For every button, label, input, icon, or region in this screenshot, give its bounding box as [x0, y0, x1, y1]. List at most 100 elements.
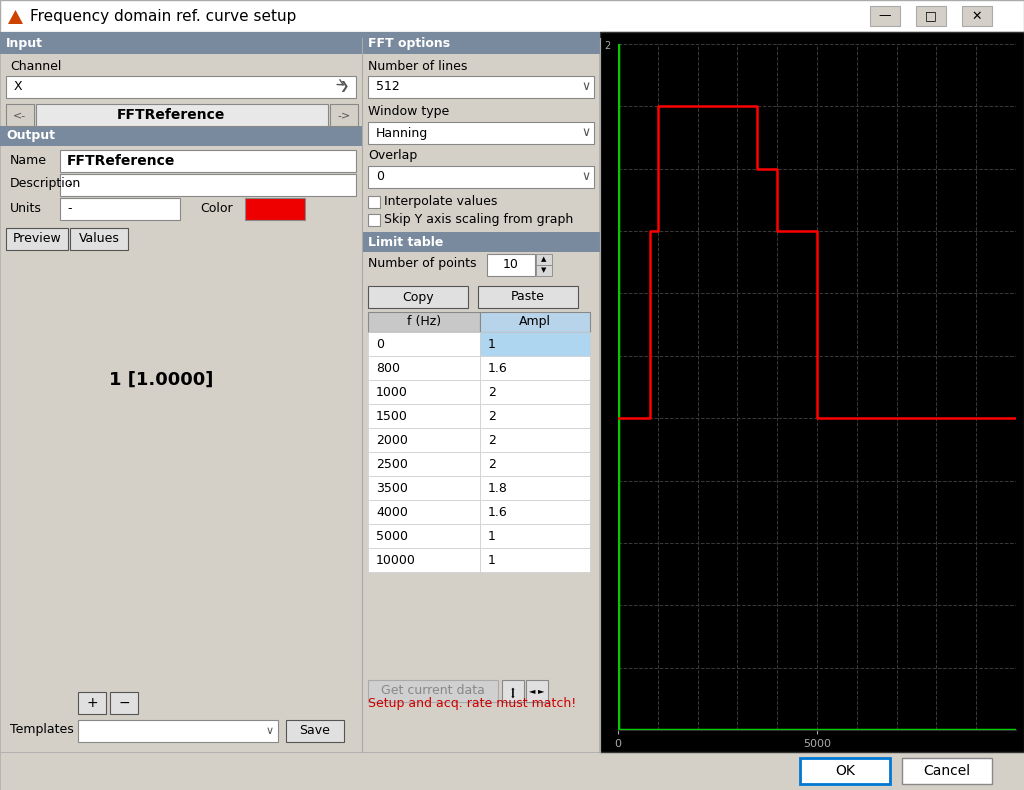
Text: +: +: [86, 696, 98, 710]
Bar: [368, 548, 480, 572]
Bar: [916, 6, 946, 26]
Text: Name: Name: [10, 153, 47, 167]
Bar: [480, 356, 590, 380]
Bar: [60, 150, 356, 172]
Bar: [362, 232, 600, 252]
Bar: [368, 680, 498, 702]
Bar: [368, 524, 480, 548]
Text: Hanning: Hanning: [376, 126, 428, 140]
Bar: [368, 76, 594, 98]
Bar: [6, 76, 356, 98]
Bar: [368, 476, 480, 500]
Text: 2: 2: [604, 41, 610, 51]
Text: Ampl: Ampl: [519, 315, 551, 329]
Text: Units: Units: [10, 201, 42, 215]
Text: 800: 800: [376, 362, 400, 374]
Text: Limit table: Limit table: [368, 235, 443, 249]
Text: ✕: ✕: [972, 9, 982, 22]
Text: Output: Output: [6, 130, 55, 142]
Text: Skip Y axis scaling from graph: Skip Y axis scaling from graph: [384, 213, 573, 227]
Bar: [536, 254, 552, 265]
Text: Paste: Paste: [511, 291, 545, 303]
Text: ∨: ∨: [582, 171, 591, 183]
Text: 1: 1: [488, 554, 496, 566]
Bar: [480, 524, 590, 548]
Bar: [368, 380, 480, 404]
Text: Overlap: Overlap: [368, 149, 417, 163]
Text: ->: ->: [337, 110, 350, 120]
Bar: [0, 0, 1024, 32]
Text: ∨: ∨: [582, 81, 591, 93]
Text: 1 [1.0000]: 1 [1.0000]: [109, 371, 213, 389]
Bar: [368, 166, 594, 188]
Text: 1500: 1500: [376, 409, 408, 423]
Text: 512: 512: [376, 81, 399, 93]
Text: Frequency domain ref. curve setup: Frequency domain ref. curve setup: [30, 9, 296, 24]
Bar: [600, 32, 1024, 752]
Bar: [0, 32, 362, 752]
Text: Get current data: Get current data: [381, 684, 485, 698]
Bar: [536, 265, 552, 276]
Bar: [962, 6, 992, 26]
Bar: [36, 104, 328, 126]
Text: 1.6: 1.6: [488, 362, 508, 374]
Text: 0: 0: [376, 337, 384, 351]
Text: ►: ►: [538, 687, 544, 695]
Text: 1: 1: [488, 337, 496, 351]
Text: 2000: 2000: [376, 434, 408, 446]
Text: OK: OK: [835, 764, 855, 778]
Text: Setup and acq. rate must match!: Setup and acq. rate must match!: [368, 698, 577, 710]
Bar: [0, 126, 362, 146]
Text: 5000: 5000: [376, 529, 408, 543]
Bar: [526, 680, 548, 702]
Text: Cancel: Cancel: [924, 764, 971, 778]
Bar: [362, 32, 600, 54]
Text: ∨: ∨: [266, 726, 274, 736]
Bar: [362, 32, 600, 752]
Text: -: -: [67, 179, 72, 191]
Text: 2: 2: [488, 434, 496, 446]
Bar: [368, 214, 380, 226]
Text: <-: <-: [13, 110, 27, 120]
Bar: [6, 104, 34, 126]
Text: Window type: Window type: [368, 106, 450, 118]
Bar: [870, 6, 900, 26]
Text: Save: Save: [300, 724, 331, 738]
Text: ∨: ∨: [582, 126, 591, 140]
Bar: [902, 758, 992, 784]
Bar: [6, 228, 68, 250]
Bar: [478, 286, 578, 308]
Bar: [368, 356, 480, 380]
Bar: [78, 720, 278, 742]
Text: -: -: [67, 202, 72, 216]
Text: Copy: Copy: [402, 291, 434, 303]
Bar: [368, 196, 380, 208]
Text: Interpolate values: Interpolate values: [384, 195, 498, 209]
Text: f (Hz): f (Hz): [407, 315, 441, 329]
Bar: [480, 500, 590, 524]
Text: FFT options: FFT options: [368, 36, 451, 50]
Bar: [480, 548, 590, 572]
Bar: [368, 286, 468, 308]
Text: 2: 2: [488, 457, 496, 471]
Bar: [0, 32, 362, 54]
Text: Templates: Templates: [10, 724, 74, 736]
Text: —: —: [879, 9, 891, 22]
Bar: [368, 404, 480, 428]
Text: 1: 1: [488, 529, 496, 543]
Text: ▼: ▼: [542, 267, 547, 273]
Bar: [480, 428, 590, 452]
Text: 4000: 4000: [376, 506, 408, 518]
Bar: [480, 312, 590, 332]
Text: □: □: [925, 9, 937, 22]
Text: X: X: [14, 81, 23, 93]
Bar: [368, 452, 480, 476]
Bar: [480, 476, 590, 500]
Text: ◄: ◄: [528, 687, 536, 695]
Text: Values: Values: [79, 232, 120, 246]
Bar: [368, 500, 480, 524]
Bar: [330, 104, 358, 126]
Bar: [0, 752, 1024, 790]
Polygon shape: [8, 10, 23, 24]
Text: 2500: 2500: [376, 457, 408, 471]
